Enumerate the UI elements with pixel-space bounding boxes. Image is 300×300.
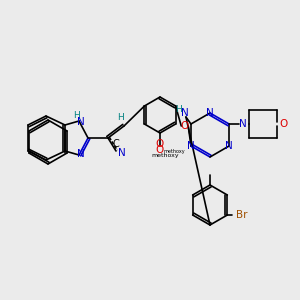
Text: O: O: [279, 119, 287, 129]
Text: methoxy: methoxy: [151, 152, 179, 158]
Text: N: N: [77, 117, 85, 127]
Text: methoxy: methoxy: [164, 148, 186, 154]
Text: C: C: [112, 139, 119, 149]
Text: H: H: [176, 106, 182, 115]
Text: N: N: [187, 141, 195, 151]
Text: N: N: [239, 119, 247, 129]
Text: N: N: [77, 149, 85, 159]
Text: H: H: [73, 112, 80, 121]
Text: N: N: [225, 141, 233, 151]
Text: N: N: [181, 108, 189, 118]
Text: H: H: [118, 113, 124, 122]
Text: N: N: [118, 148, 126, 158]
Text: O: O: [156, 139, 164, 149]
Text: N: N: [206, 108, 214, 118]
Text: O: O: [180, 121, 188, 131]
Text: Br: Br: [236, 210, 247, 220]
Text: O: O: [156, 145, 164, 155]
